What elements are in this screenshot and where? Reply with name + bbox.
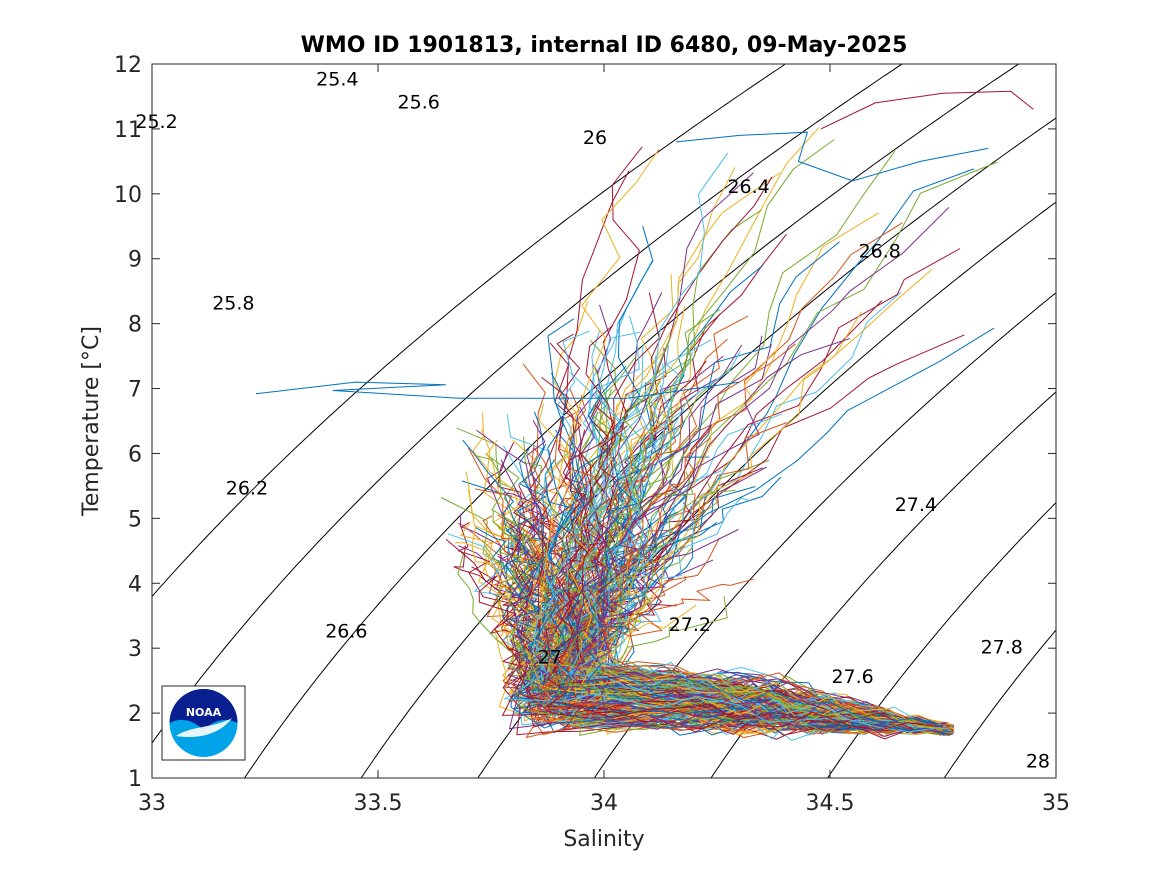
contour-label: 27.8: [981, 637, 1023, 659]
y-tick-label: 3: [128, 637, 142, 662]
logo-text: NOAA: [186, 706, 222, 719]
contour-label: 25.4: [316, 69, 358, 91]
profile-trace: [548, 365, 943, 732]
contour-label: 26.8: [859, 241, 901, 263]
x-axis: 33 33.5 34 34.5 35: [138, 64, 1070, 816]
contour-label: 27: [538, 646, 562, 668]
notable-profile-trace: [820, 90, 1034, 130]
x-tick-label: 34: [590, 791, 618, 816]
profile-trace: [580, 384, 947, 740]
profile-trace: [545, 425, 943, 732]
y-tick-label: 1: [128, 767, 142, 792]
x-tick-label: 33: [138, 791, 166, 816]
profile-trace: [457, 551, 954, 734]
density-contour-line: [943, 629, 1056, 778]
chart-title: WMO ID 1901813, internal ID 6480, 09-May…: [301, 33, 908, 58]
y-tick-label: 4: [128, 572, 142, 597]
y-tick-label: 11: [114, 118, 142, 143]
contour-label: 25.2: [135, 111, 177, 133]
profile-trace: [535, 330, 951, 731]
profile-trace: [571, 501, 948, 725]
profile-trace: [548, 417, 945, 732]
density-contour-line: [243, 64, 1020, 778]
contour-label: 25.8: [212, 293, 254, 315]
profile-trace: [506, 523, 950, 731]
x-tick-label: 33.5: [354, 791, 403, 816]
density-contour-line: [710, 391, 1056, 778]
density-contour-line: [360, 117, 1056, 778]
contour-label: 27.2: [669, 614, 711, 636]
density-contour-line: [152, 64, 787, 597]
profile-trace: [579, 269, 942, 729]
contour-label: 26.6: [325, 620, 367, 642]
profile-trace: [527, 172, 950, 725]
profile-trace: [503, 492, 946, 727]
y-tick-label: 10: [114, 183, 142, 208]
profile-trace: [523, 148, 943, 732]
contour-label: 27.4: [895, 494, 937, 516]
profile-trace: [561, 469, 953, 741]
profile-lines: [255, 90, 1034, 741]
profile-trace: [584, 468, 942, 727]
notable-profile-trace: [676, 131, 989, 182]
y-axis-label: Temperature [°C]: [79, 326, 104, 517]
y-tick-label: 12: [114, 53, 142, 78]
x-axis-label: Salinity: [563, 827, 644, 852]
noaa-logo: NOAA: [161, 685, 246, 761]
contour-labels: 25.2 25.4 25.6 25.8 26 26.2 26.4 26.6 26.8 27 27.2…: [135, 69, 1050, 773]
profile-trace: [497, 525, 944, 731]
y-tick-label: 6: [128, 442, 142, 467]
contour-label: 26: [583, 127, 607, 149]
contour-label: 25.6: [398, 91, 440, 113]
profile-trace: [535, 318, 952, 733]
contour-label: 28: [1026, 750, 1050, 772]
y-tick-label: 2: [128, 702, 142, 727]
y-tick-label: 9: [128, 248, 142, 273]
density-contour-line: [827, 502, 1056, 778]
x-tick-label: 35: [1042, 791, 1070, 816]
y-tick-label: 5: [128, 507, 142, 532]
profile-trace: [512, 575, 948, 733]
x-tick-label: 34.5: [806, 791, 855, 816]
y-tick-label: 7: [128, 378, 142, 403]
profile-trace: [473, 454, 943, 733]
y-tick-label: 8: [128, 313, 142, 338]
profile-trace: [504, 515, 944, 730]
contour-label: 26.4: [727, 176, 769, 198]
contour-label: 27.6: [831, 666, 873, 688]
profile-trace: [600, 152, 949, 734]
profile-trace: [538, 403, 954, 730]
density-contour-line: [152, 64, 903, 744]
profile-trace: [568, 331, 943, 733]
notable-profile-trace: [255, 381, 740, 399]
contour-label: 26.2: [226, 478, 268, 500]
